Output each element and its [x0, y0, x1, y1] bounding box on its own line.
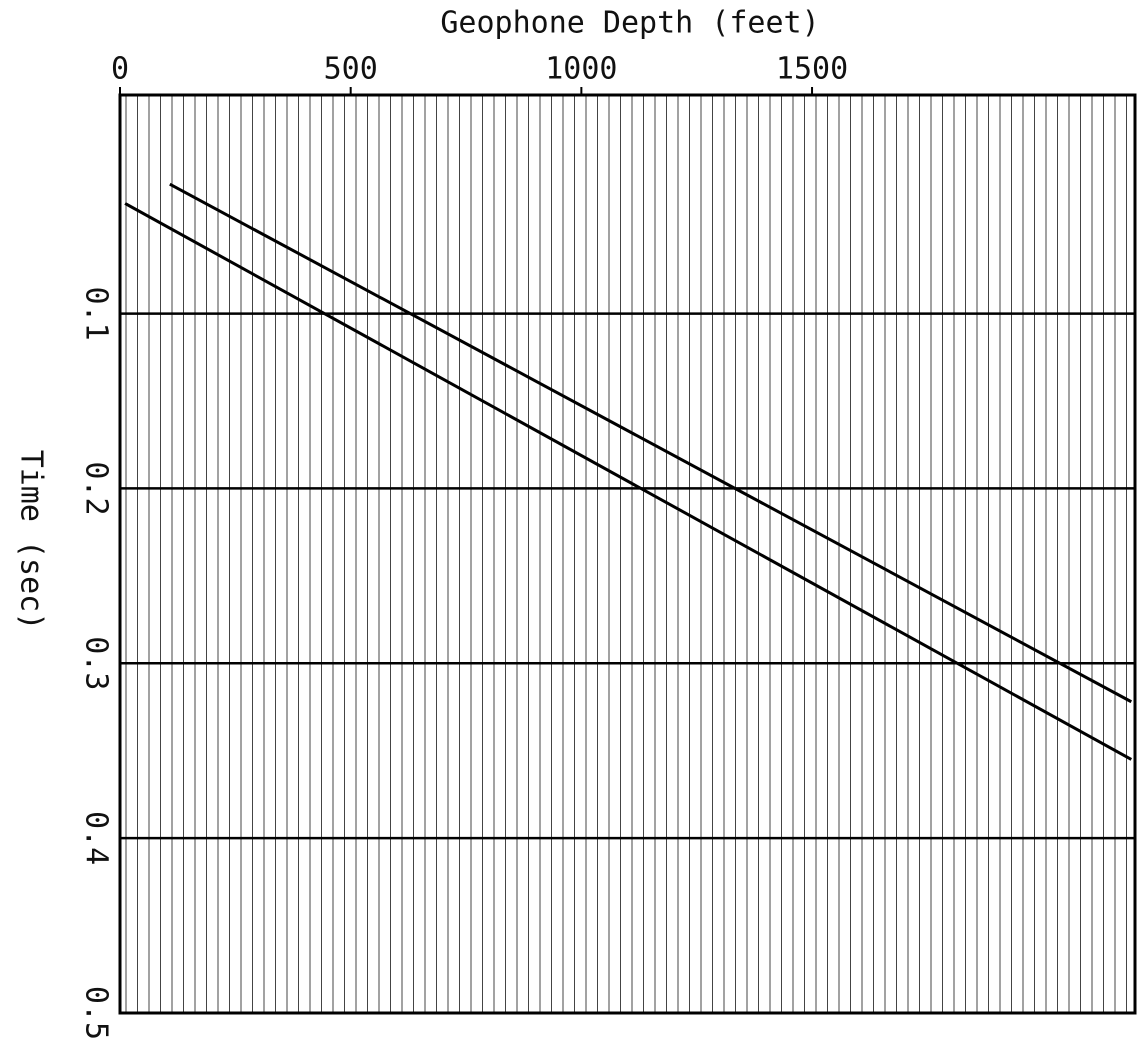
- y-tick-label: 0.3: [79, 636, 114, 690]
- y-tick-label: 0.1: [79, 286, 114, 340]
- plot-frame: [118, 93, 1137, 1015]
- x-axis-title: Geophone Depth (feet): [440, 6, 819, 41]
- x-tick-label: 500: [324, 52, 378, 87]
- y-axis-title: Time (sec): [14, 450, 49, 631]
- y-tick-label: 0.5: [79, 986, 114, 1040]
- y-tick-label: 0.4: [79, 811, 114, 865]
- trace-baselines: [125, 95, 1127, 1013]
- event-line: [124, 202, 1133, 761]
- x-tick-label: 1500: [776, 52, 848, 87]
- x-tick-label: 1000: [545, 52, 617, 87]
- y-tick-label: 0.2: [79, 461, 114, 515]
- x-tick-label: 0: [111, 52, 129, 87]
- event-line: [169, 182, 1133, 704]
